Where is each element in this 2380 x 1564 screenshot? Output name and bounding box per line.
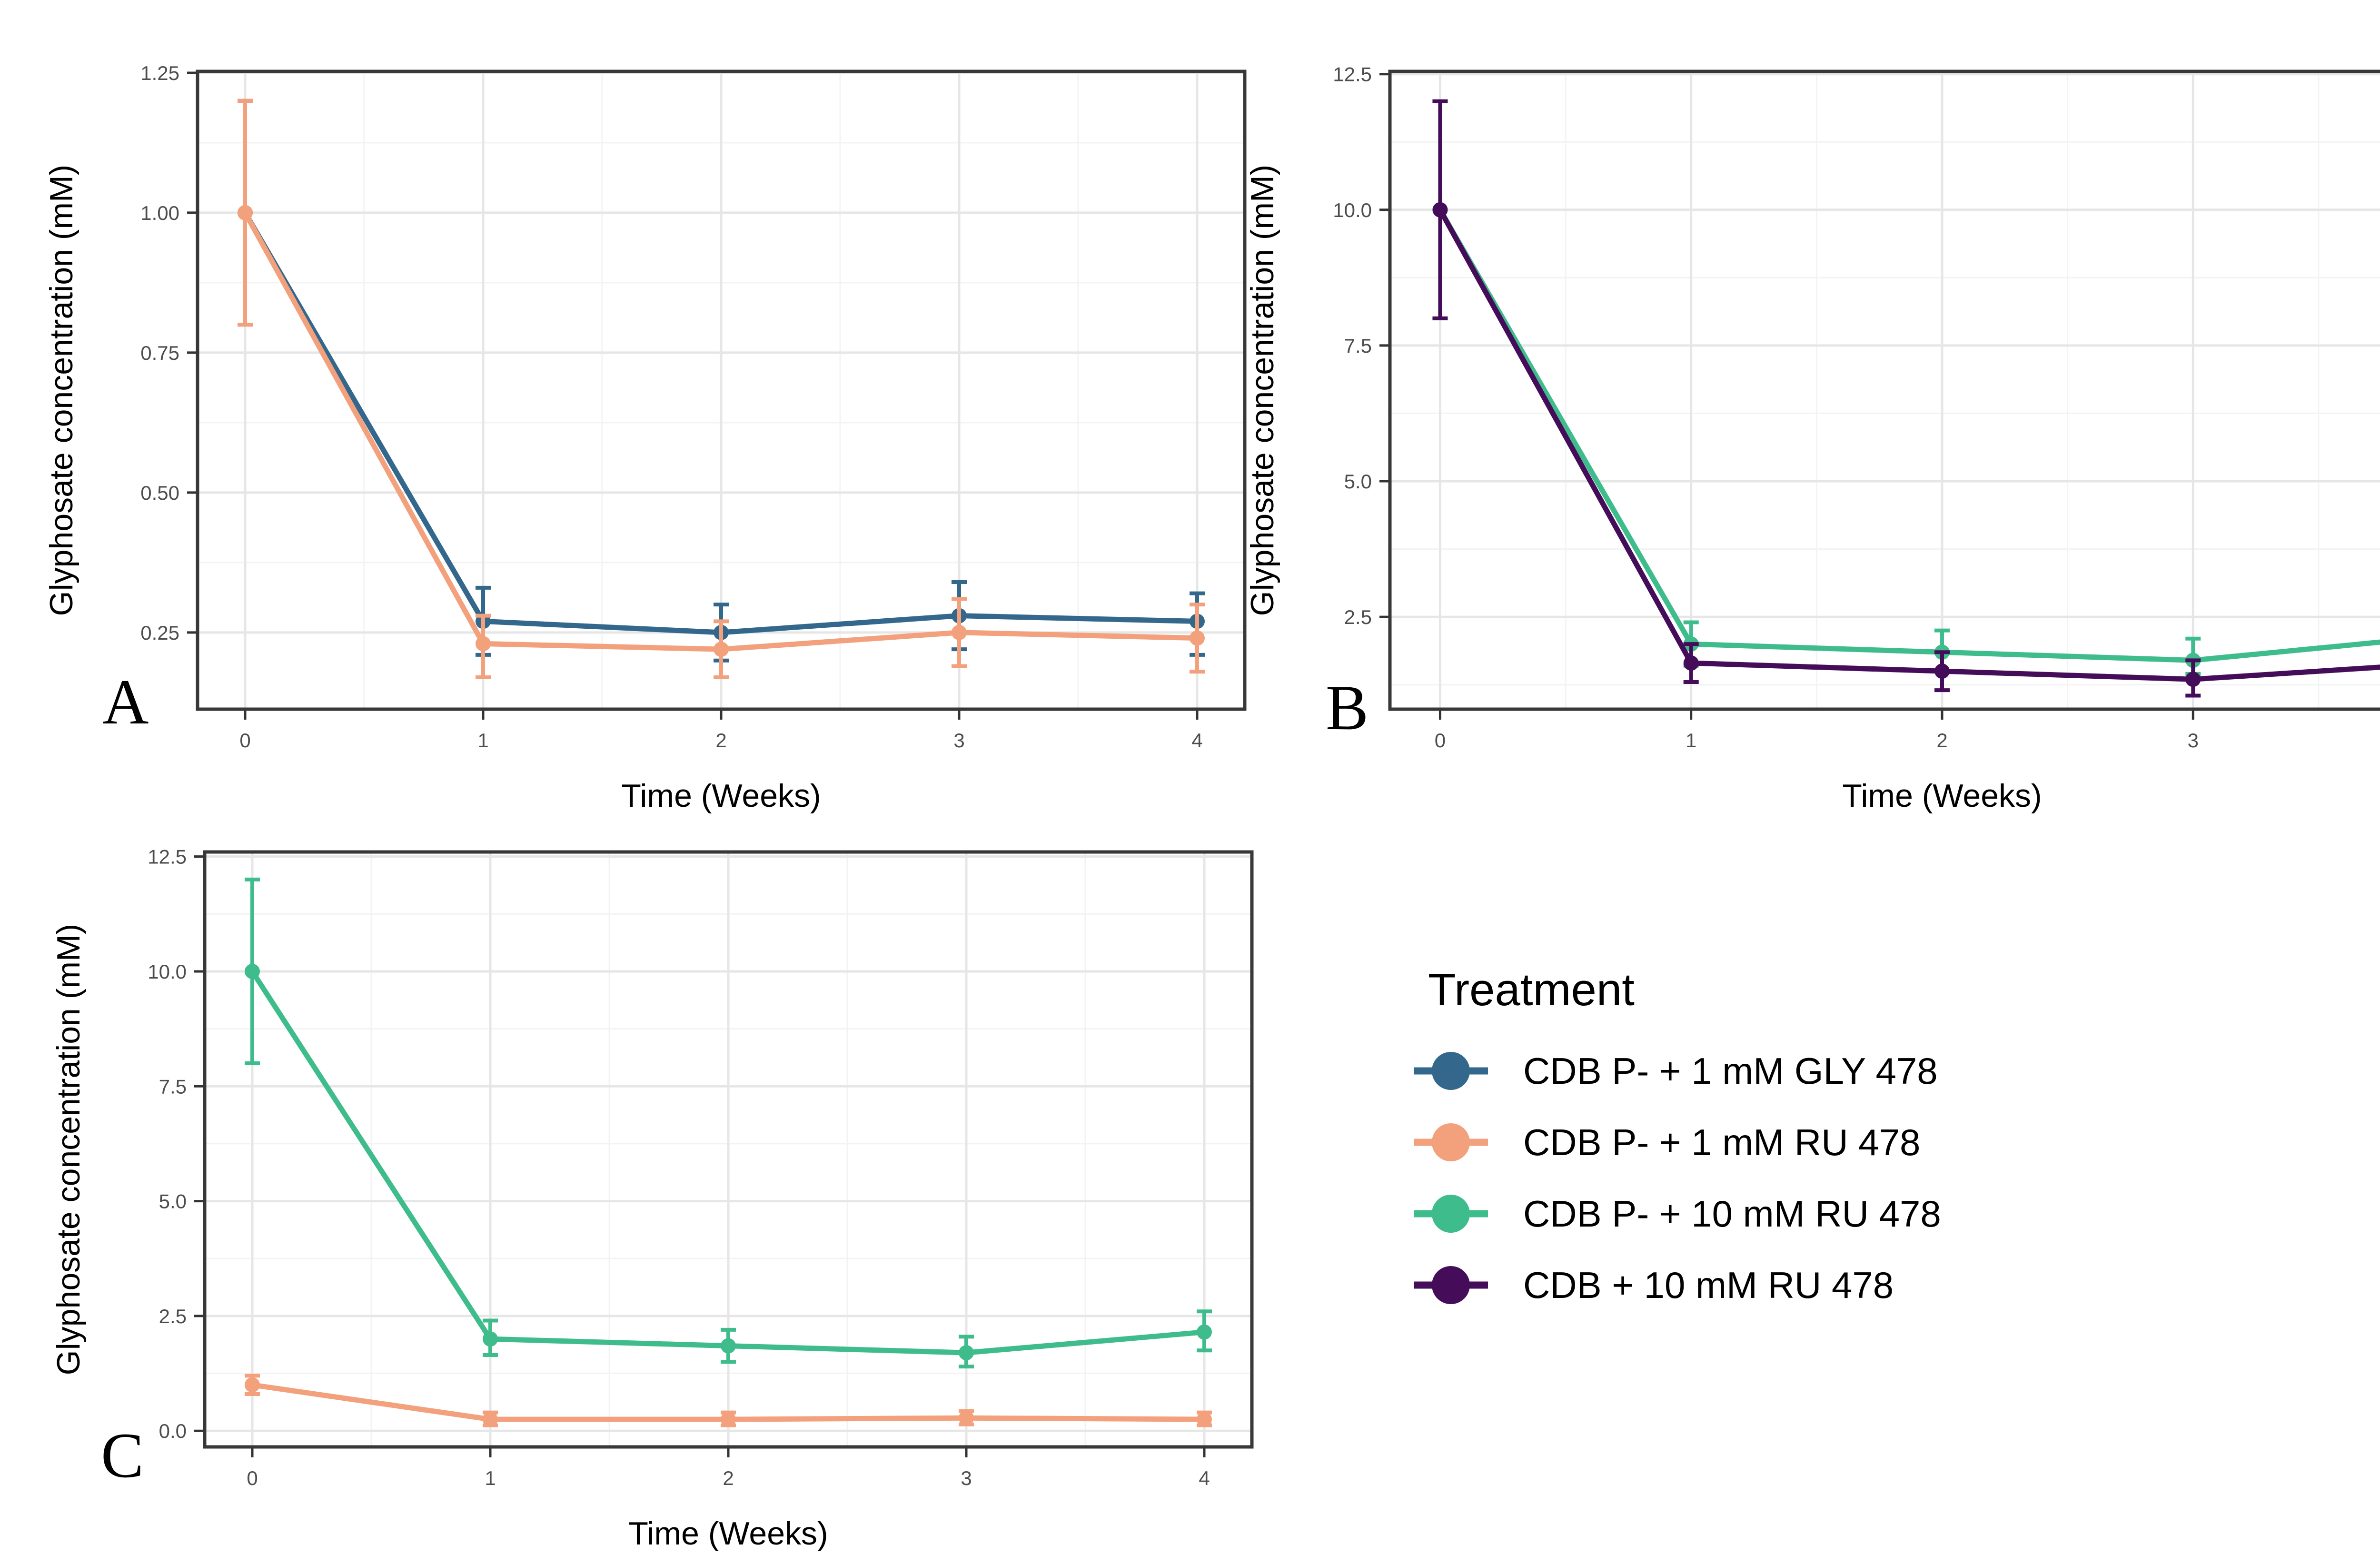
- y-tick-label: 10.0: [1333, 199, 1372, 221]
- legend-item-label: CDB + 10 mM RU 478: [1523, 1264, 1894, 1306]
- y-tick-label: 5.0: [1344, 470, 1372, 493]
- data-point: [238, 205, 253, 220]
- x-tick-label: 3: [953, 729, 964, 752]
- x-tick-label: 2: [723, 1467, 734, 1489]
- data-point: [952, 624, 967, 640]
- data-point: [476, 636, 491, 652]
- panel-b: 012342.55.07.510.012.5 Time (Weeks) Glyp…: [1244, 63, 2380, 814]
- legend-key-point-icon: [1432, 1195, 1470, 1233]
- data-point: [959, 1410, 974, 1426]
- y-tick-label: 7.5: [159, 1075, 187, 1098]
- legend: Treatment CDB P- + 1 mM GLY 478 CDB P- +…: [1414, 964, 1941, 1306]
- legend-item-label: CDB P- + 10 mM RU 478: [1523, 1193, 1941, 1235]
- panel-a-letter: A: [102, 667, 149, 738]
- data-point: [1197, 1412, 1212, 1427]
- data-point: [2185, 672, 2201, 687]
- data-point: [1934, 663, 1950, 679]
- data-point: [245, 963, 260, 979]
- x-tick-label: 4: [1199, 1467, 1210, 1489]
- y-tick-label: 10.0: [148, 960, 187, 983]
- x-tick-label: 1: [1686, 729, 1696, 752]
- x-tick-label: 4: [1191, 729, 1202, 752]
- x-tick-label: 0: [247, 1467, 258, 1489]
- y-tick-label: 0.25: [140, 622, 179, 644]
- data-point: [721, 1338, 736, 1354]
- legend-key-point-icon: [1432, 1123, 1470, 1161]
- y-tick-label: 1.00: [140, 202, 179, 224]
- panel-b-x-axis-title: Time (Weeks): [1842, 778, 2042, 814]
- panel-b-y-axis-title: Glyphosate concentration (mM): [1244, 165, 1280, 616]
- data-point: [1432, 202, 1448, 218]
- panel-c: 0 1 2 3 4 0.0 2.5 5.0 7.5 10.0 12.5 Time (Weeks) G…: [50, 846, 1254, 1552]
- panel-c-y-axis-title: Glyphosate concentration (mM): [50, 924, 87, 1376]
- panel-a-plot-area: 0 1 2 3 4 0.25 0.50 0.75 1.00 1.25: [140, 62, 1247, 752]
- x-tick-label: 1: [477, 729, 488, 752]
- data-point: [959, 1345, 974, 1361]
- panel-a-y-axis-title: Glyphosate concentration (mM): [43, 165, 79, 616]
- legend-item: CDB P- + 1 mM GLY 478: [1414, 1050, 1938, 1092]
- legend-item: CDB P- + 10 mM RU 478: [1414, 1193, 1941, 1235]
- panel-border: [1388, 69, 2380, 711]
- legend-key-point-icon: [1432, 1266, 1470, 1304]
- legend-item-label: CDB P- + 1 mM GLY 478: [1523, 1050, 1938, 1092]
- data-point: [721, 1412, 736, 1427]
- y-tick-label: 0.0: [159, 1420, 187, 1442]
- data-point: [245, 1377, 260, 1393]
- data-point: [1190, 630, 1205, 646]
- data-point: [483, 1331, 498, 1347]
- x-tick-label: 1: [485, 1467, 496, 1489]
- panel-a: 0 1 2 3 4 0.25 0.50 0.75 1.00 1.25 Time (Weeks) G…: [43, 62, 1247, 814]
- panel-c-x-axis-title: Time (Weeks): [628, 1515, 828, 1552]
- y-tick-label: 1.25: [140, 62, 179, 84]
- data-point: [1197, 1324, 1212, 1340]
- legend-item-label: CDB P- + 1 mM RU 478: [1523, 1121, 1920, 1163]
- legend-item: CDB P- + 1 mM RU 478: [1414, 1121, 1920, 1163]
- y-tick-label: 7.5: [1344, 335, 1372, 357]
- panel-border: [196, 69, 1247, 711]
- legend-title: Treatment: [1428, 964, 1635, 1015]
- y-tick-label: 0.50: [140, 482, 179, 504]
- data-point: [483, 1412, 498, 1427]
- x-tick-label: 3: [2188, 729, 2199, 752]
- y-tick-label: 12.5: [148, 846, 187, 868]
- legend-item: CDB + 10 mM RU 478: [1414, 1264, 1894, 1306]
- y-tick-label: 2.5: [1344, 606, 1372, 628]
- y-tick-label: 0.75: [140, 342, 179, 364]
- data-point: [714, 642, 729, 657]
- panel-a-x-axis-title: Time (Weeks): [621, 778, 821, 814]
- x-tick-label: 3: [961, 1467, 972, 1489]
- x-tick-label: 0: [239, 729, 250, 752]
- data-point: [1683, 655, 1699, 671]
- x-tick-label: 2: [715, 729, 726, 752]
- panel-b-plot-area: 012342.55.07.510.012.5: [1333, 63, 2380, 752]
- y-tick-label: 12.5: [1333, 63, 1372, 86]
- panel-c-letter: C: [101, 1420, 144, 1491]
- legend-key-point-icon: [1432, 1052, 1470, 1090]
- x-tick-label: 0: [1435, 729, 1446, 752]
- panel-b-letter: B: [1326, 673, 1368, 743]
- x-tick-label: 2: [1936, 729, 1947, 752]
- panel-border: [203, 850, 1254, 1449]
- y-tick-label: 5.0: [159, 1190, 187, 1213]
- panel-c-plot-area: 0 1 2 3 4 0.0 2.5 5.0 7.5 10.0 12.5: [148, 846, 1254, 1489]
- y-tick-label: 2.5: [159, 1305, 187, 1327]
